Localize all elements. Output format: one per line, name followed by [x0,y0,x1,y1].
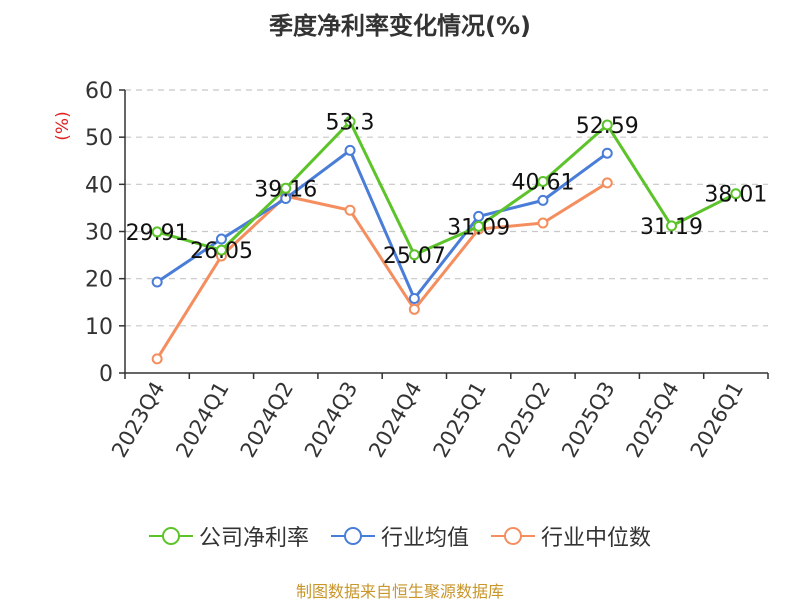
x-tick-label: 2025Q4 [621,378,683,462]
data-label: 40.61 [511,170,574,195]
data-point[interactable] [344,144,356,156]
y-axis-label: (%) [53,111,73,140]
series-line [156,148,609,300]
data-point[interactable] [280,182,292,194]
data-point[interactable] [601,177,613,189]
data-point[interactable] [537,194,549,206]
data-point[interactable] [730,188,742,200]
legend-item-company-net-margin[interactable]: 公司净利率 [148,520,309,552]
y-tick-label: 30 [85,221,113,246]
data-point[interactable] [151,353,163,365]
data-point[interactable] [151,276,163,288]
data-point[interactable] [601,119,613,131]
gridlines [125,89,768,327]
data-point[interactable] [666,220,678,232]
data-label: 38.01 [704,183,767,208]
data-point[interactable] [408,249,420,261]
y-tick-label: 0 [99,362,113,387]
x-tick-label: 2025Q3 [557,378,619,462]
source-note: 制图数据来自恒生聚源数据库 [295,582,504,601]
legend-marker-blue [330,527,375,545]
legend-label: 行业均值 [380,526,469,551]
data-label: 26.05 [190,239,253,264]
legend-item-industry-mean[interactable]: 行业均值 [330,520,469,552]
x-tick-label: 2024Q4 [364,378,426,462]
chart-title: 季度净利率变化情况(%) [269,12,531,40]
series [151,116,742,365]
data-label: 52.59 [576,114,639,139]
legend-marker-orange [491,527,535,545]
legend-marker-green [148,527,193,545]
legend: 公司净利率 行业均值 行业中位数 [0,520,800,552]
data-point[interactable] [537,175,549,187]
x-tick-label: 2025Q2 [493,378,555,462]
series-line [155,181,609,360]
x-tick-label: 2024Q3 [300,378,362,462]
data-label: 39.16 [254,177,317,202]
x-tick-label: 2026Q1 [686,378,748,462]
data-point[interactable] [344,116,356,128]
data-point[interactable] [408,292,420,304]
x-tick-label: 2024Q1 [171,378,233,462]
data-point[interactable] [151,226,163,238]
data-label: 53.3 [326,111,375,136]
y-tick-label: 10 [85,315,113,340]
y-tick-label: 60 [85,79,113,104]
data-label: 31.19 [640,215,703,240]
data-point[interactable] [344,204,356,216]
legend-item-industry-median[interactable]: 行业中位数 [491,520,651,552]
y-tick-label: 50 [85,126,113,151]
data-label: 25.07 [383,244,446,269]
series-line [156,120,737,257]
axes: 0 10 20 30 40 50 60 (%) 2023Q4 2024Q1 2024Q2 2024Q3… [53,79,769,462]
data-point[interactable] [215,233,227,245]
y-tick-label: 40 [85,173,113,198]
data-point[interactable] [280,192,292,204]
data-point[interactable] [537,217,549,229]
legend-label: 公司净利率 [198,526,309,551]
x-tick-label: 2023Q4 [107,378,169,462]
x-tick-label: 2024Q2 [236,378,298,462]
data-label: 31.09 [447,215,510,240]
data-point[interactable] [473,220,485,232]
data-label: 29.91 [126,221,189,246]
y-tick-label: 20 [85,268,113,293]
data-point[interactable] [601,147,613,159]
legend-label: 行业中位数 [541,526,652,551]
x-tick-label: 2025Q1 [429,378,491,462]
data-point[interactable] [408,303,420,315]
data-point[interactable] [215,244,227,256]
